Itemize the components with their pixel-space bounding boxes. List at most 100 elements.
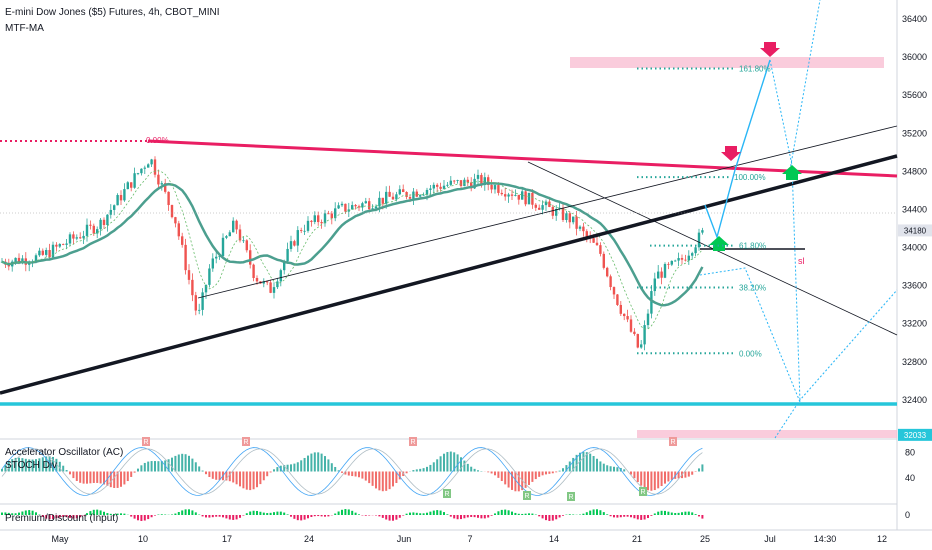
osc-bar-146 <box>497 471 500 478</box>
osc-bar-91 <box>310 453 313 472</box>
pd-bar-114 <box>388 515 391 521</box>
candle-body-24 <box>82 235 85 239</box>
candle-body-70 <box>238 229 242 241</box>
osc-bar-105 <box>358 471 360 478</box>
candle-body-39 <box>133 173 136 188</box>
pd-bar-195 <box>664 510 666 515</box>
candle-body-184 <box>626 316 629 320</box>
osc-bar-50 <box>171 457 173 472</box>
pd-bar-87 <box>296 515 299 521</box>
candle-body-162 <box>551 206 554 216</box>
pd-bar-178 <box>606 514 609 515</box>
osc-bar-53 <box>181 453 184 472</box>
candle-body-180 <box>612 287 616 295</box>
pd-bar-67 <box>228 515 231 520</box>
osc-bar-179 <box>609 466 612 472</box>
pd-bar-92 <box>313 515 316 517</box>
pd-bar-143 <box>487 515 490 518</box>
candle-body-98 <box>334 208 337 219</box>
candle-body-138 <box>470 182 473 189</box>
candle-body-41 <box>140 168 143 174</box>
osc-bar-41 <box>140 465 143 472</box>
osc-bar-130 <box>443 453 445 472</box>
candle-body-63 <box>215 256 218 259</box>
candle-body-202 <box>687 255 690 261</box>
candle-body-175 <box>595 242 599 246</box>
pd-bar-189 <box>643 515 646 520</box>
osc-bar-191 <box>650 471 653 491</box>
pd-bar-28 <box>96 509 99 515</box>
candle-body-34 <box>116 195 119 206</box>
candle-body-96 <box>327 213 330 215</box>
pd-bar-150 <box>511 511 513 515</box>
signal-r-box-2 <box>409 437 417 446</box>
candle-body-110 <box>374 206 378 209</box>
candle-body-185 <box>629 319 633 332</box>
osc-bar-193 <box>657 471 660 489</box>
candle-body-147 <box>500 192 503 195</box>
pd-bar-68 <box>232 515 235 520</box>
pd-bar-167 <box>568 514 571 515</box>
price-axis[interactable]: 36400 36000 35600 35200 34800 34400 34000 33600… <box>898 14 932 441</box>
price-tick-35600: 35600 <box>902 90 927 100</box>
candle-body-53 <box>181 236 184 245</box>
fib-label-4: 0.00% <box>739 349 762 358</box>
osc-bar-88 <box>300 460 303 472</box>
osc-bar-103 <box>351 471 354 477</box>
osc-bar-148 <box>504 471 507 485</box>
osc-bar-2 <box>7 461 10 472</box>
pd-bar-192 <box>653 513 656 515</box>
candle-body-197 <box>670 260 673 265</box>
osc-bar-28 <box>96 471 99 483</box>
osc-bar-24 <box>82 471 85 484</box>
pd-bar-119 <box>405 513 408 515</box>
pd-bar-139 <box>473 515 476 518</box>
osc-bar-69 <box>235 471 238 485</box>
osc-bar-45 <box>154 461 156 472</box>
candle-body-5 <box>17 257 21 264</box>
osc-bar-129 <box>439 456 442 472</box>
candle-body-4 <box>14 257 17 262</box>
pd-bar-31 <box>106 513 109 515</box>
pd-bar-78 <box>266 513 269 515</box>
pd-bar-105 <box>358 514 360 515</box>
candle-body-31 <box>106 214 109 226</box>
pd-bar-1 <box>4 512 7 515</box>
pd-bar-155 <box>528 513 530 515</box>
pd-bar-14 <box>48 515 51 520</box>
osc-bar-10 <box>35 459 37 472</box>
oscillator-label: Accelerator Oscillator (AC) <box>5 447 123 458</box>
pd-bar-118 <box>402 515 405 516</box>
pd-bar-72 <box>245 513 248 515</box>
osc-bar-135 <box>460 457 462 472</box>
price-tick-36400: 36400 <box>902 14 927 24</box>
osc-bar-83 <box>283 465 286 472</box>
time-axis[interactable]: May 10 17 24 Jun 7 14 21 25 Jul 14:30 12 <box>51 534 887 544</box>
candle-body-114 <box>388 191 391 197</box>
candle-body-51 <box>174 217 177 224</box>
candle-body-128 <box>436 184 439 187</box>
candle-body-11 <box>38 250 41 256</box>
price-tick-34000: 34000 <box>902 243 927 253</box>
candle-body-43 <box>147 164 150 168</box>
pd-bar-134 <box>456 515 459 520</box>
osc-bar-73 <box>249 471 252 491</box>
pd-bar-129 <box>439 510 442 515</box>
osc-bar-1 <box>4 464 7 472</box>
osc-bar-117 <box>398 471 401 480</box>
pd-bar-176 <box>599 510 602 515</box>
osc-bar-60 <box>205 471 207 475</box>
candle-body-48 <box>164 183 167 192</box>
candle-body-195 <box>663 263 667 278</box>
time-tick-9: Jul <box>764 534 776 544</box>
candle-body-134 <box>456 180 459 181</box>
pd-bar-79 <box>269 512 272 515</box>
osc-bar-67 <box>228 471 231 482</box>
osc-bar-49 <box>167 459 170 472</box>
time-tick-5: 7 <box>467 534 472 544</box>
osc-bar-19 <box>65 470 68 472</box>
pd-bar-7 <box>24 510 27 515</box>
osc-bar-128 <box>436 459 439 472</box>
time-tick-1: 10 <box>138 534 148 544</box>
